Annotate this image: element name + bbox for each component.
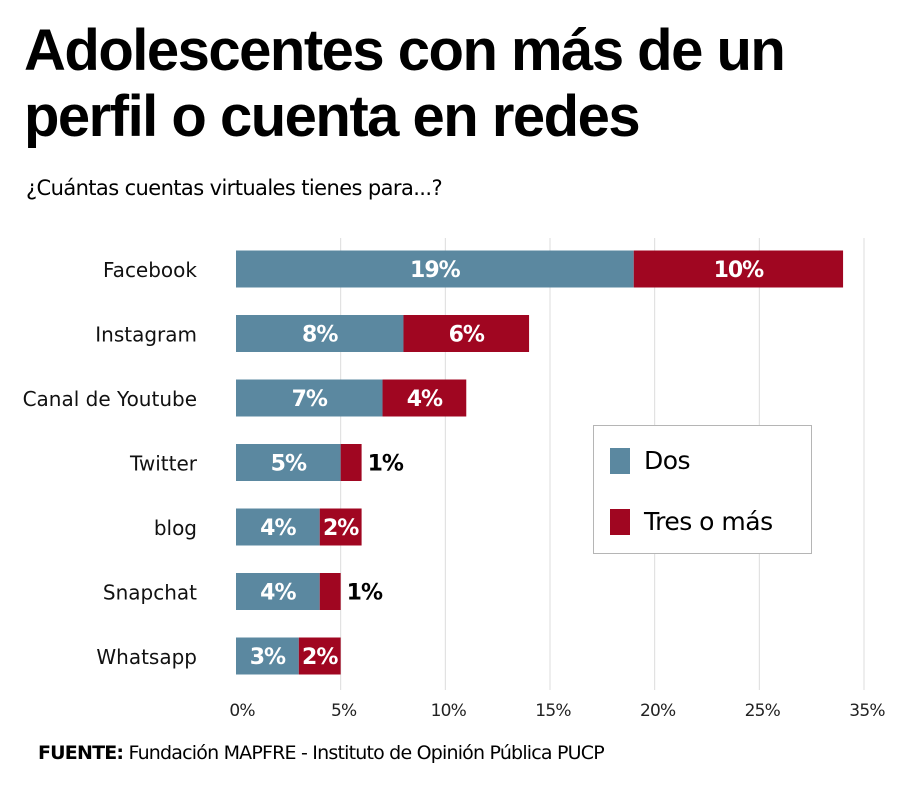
category-label: blog xyxy=(154,516,197,540)
category-label: Canal de Youtube xyxy=(23,387,197,411)
x-tick-label: 35% xyxy=(849,701,885,721)
chart-subtitle: ¿Cuántas cuentas virtuales tienes para..… xyxy=(26,176,443,200)
data-label: 19% xyxy=(410,258,461,283)
data-label: 2% xyxy=(323,516,359,541)
bar-segment-dos xyxy=(236,573,320,610)
category-label: Facebook xyxy=(103,258,197,282)
x-tick-label: 25% xyxy=(745,701,781,721)
bar-segment-tres-o-mas xyxy=(633,250,844,288)
bar-segment-tres-o-mas xyxy=(298,637,341,675)
legend-item-tres-o-mas: Tres o más xyxy=(610,507,773,536)
data-label: 6% xyxy=(449,323,485,348)
data-label: 7% xyxy=(292,387,328,412)
x-tick-label: 15% xyxy=(535,701,571,721)
bar-segment-dos xyxy=(236,637,299,675)
bars: 19% 10% 8% 6% 7% 4% 5% 1% 4% 2% 4% 1% 3% 2% xyxy=(236,250,844,675)
x-tick-label: 20% xyxy=(640,701,676,721)
data-label: 8% xyxy=(302,323,338,348)
category-label: Instagram xyxy=(95,323,197,347)
x-tick-label: 5% xyxy=(331,701,357,721)
source-note: FUENTE: Fundación MAPFRE - Instituto de … xyxy=(38,742,605,764)
bar-segment-dos xyxy=(236,315,404,352)
data-label: 3% xyxy=(250,645,286,670)
category-label: Twitter xyxy=(129,452,198,476)
source-text: Fundación MAPFRE - Instituto de Opinión … xyxy=(123,742,604,764)
x-tick-label: 0% xyxy=(229,701,255,721)
legend-swatch-tres-o-mas xyxy=(610,508,630,535)
data-label: 4% xyxy=(260,516,296,541)
bar-segment-tres-o-mas xyxy=(319,508,362,546)
data-label: 1% xyxy=(347,581,383,606)
legend-label-dos: Dos xyxy=(644,446,691,475)
category-labels: Facebook Instagram Canal de Youtube Twitter… xyxy=(23,258,198,669)
bar-segment-tres-o-mas xyxy=(403,315,530,352)
category-label: Snapchat xyxy=(103,581,197,605)
legend-item-dos: Dos xyxy=(610,446,691,475)
legend-swatch-dos xyxy=(610,447,630,474)
data-label: 4% xyxy=(260,581,296,606)
bar-segment-tres-o-mas xyxy=(319,573,341,610)
bar-segment-dos xyxy=(236,508,320,546)
x-tick-label: 10% xyxy=(431,701,467,721)
data-label: 5% xyxy=(271,452,307,477)
legend: Dos Tres o más xyxy=(593,425,812,554)
x-tick-labels: 0% 5% 10% 15% 20% 25% 35% xyxy=(229,701,886,721)
bar-chart: 19% 10% 8% 6% 7% 4% 5% 1% 4% 2% 4% 1% 3% 2% Facebook I… xyxy=(23,238,886,721)
source-label: FUENTE: xyxy=(38,742,124,764)
bar-segment-dos xyxy=(236,250,634,288)
data-label: 2% xyxy=(302,645,338,670)
legend-label-tres-o-mas: Tres o más xyxy=(644,507,773,536)
chart-title: Adolescentes con más de un perfil o cuen… xyxy=(24,18,786,149)
data-label: 1% xyxy=(368,452,404,477)
bar-segment-dos xyxy=(236,379,383,417)
bar-segment-dos xyxy=(236,444,341,481)
category-label: Whatsapp xyxy=(96,645,197,669)
data-label: 10% xyxy=(714,258,765,283)
data-label: 4% xyxy=(407,387,443,412)
bar-segment-tres-o-mas xyxy=(340,444,362,481)
bar-segment-tres-o-mas xyxy=(382,379,467,417)
